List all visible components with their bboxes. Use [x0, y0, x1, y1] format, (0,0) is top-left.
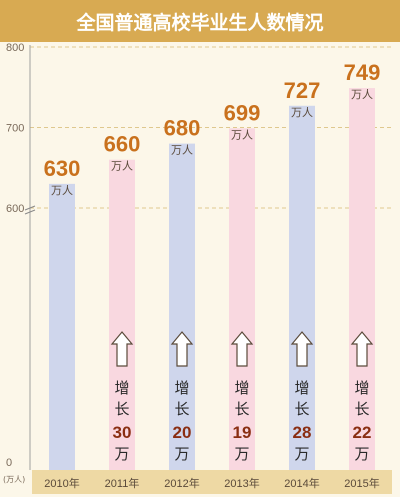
category-label: 2013年 [224, 476, 259, 490]
category-label: 2011年 [105, 476, 140, 490]
increase-unit: 万 [294, 445, 309, 463]
bar-value-unit: 万人 [51, 184, 73, 197]
bar-value-label: 727 [284, 78, 321, 103]
bar [169, 143, 195, 470]
category-label: 2015年 [344, 476, 379, 490]
up-arrow-icon [110, 331, 134, 367]
bar-value-unit: 万人 [291, 106, 313, 119]
increase-value: 28 [293, 423, 312, 442]
axis-break-mark [24, 209, 36, 215]
bar-value-label: 749 [344, 60, 381, 85]
increase-label-char: 长 [114, 400, 129, 418]
bar [109, 159, 135, 470]
bar-value-unit: 万人 [171, 144, 193, 157]
chart-title: 全国普通高校毕业生人数情况 [75, 11, 323, 34]
up-arrow-icon [350, 331, 374, 367]
y-tick-label: 600 [6, 203, 24, 215]
increase-value: 20 [173, 423, 192, 442]
increase-label-char: 长 [294, 400, 309, 418]
increase-value: 19 [233, 423, 252, 442]
bar [229, 128, 255, 470]
bar [349, 88, 375, 471]
bar-value-label: 680 [164, 116, 201, 141]
category-label: 2014年 [284, 476, 319, 490]
axis-break-mark [24, 205, 36, 211]
up-arrow-icon [230, 331, 254, 367]
increase-unit: 万 [354, 445, 369, 463]
increase-label-char: 增 [294, 379, 309, 397]
bar [289, 105, 315, 470]
increase-label-char: 长 [174, 400, 189, 418]
increase-unit: 万 [234, 445, 249, 463]
increase-label-char: 增 [174, 379, 189, 397]
increase-label-char: 长 [354, 400, 369, 418]
y-tick-label: 0 [6, 457, 12, 469]
up-arrow-icon [170, 331, 194, 367]
y-tick-label: 700 [6, 123, 24, 135]
increase-unit: 万 [114, 445, 129, 463]
bar-value-label: 630 [44, 156, 81, 181]
bar-value-label: 699 [224, 100, 261, 125]
increase-value: 22 [353, 423, 372, 442]
category-label: 2012年 [164, 476, 199, 490]
y-tick-label: 800 [6, 42, 24, 54]
increase-unit: 万 [174, 445, 189, 463]
increase-label-char: 长 [234, 400, 249, 418]
y-unit-label: (万人) [3, 475, 25, 484]
category-strip [32, 470, 392, 494]
bar-value-unit: 万人 [111, 160, 133, 173]
title-banner [0, 0, 400, 42]
increase-label-char: 增 [114, 379, 129, 397]
up-arrow-icon [290, 331, 314, 367]
increase-label-char: 增 [354, 379, 369, 397]
increase-value: 30 [113, 423, 132, 442]
category-label: 2010年 [44, 476, 79, 490]
bar-value-unit: 万人 [351, 88, 373, 101]
increase-label-char: 增 [234, 379, 249, 397]
bar-value-unit: 万人 [231, 128, 253, 141]
bar [49, 183, 75, 470]
bar-value-label: 660 [104, 132, 141, 157]
